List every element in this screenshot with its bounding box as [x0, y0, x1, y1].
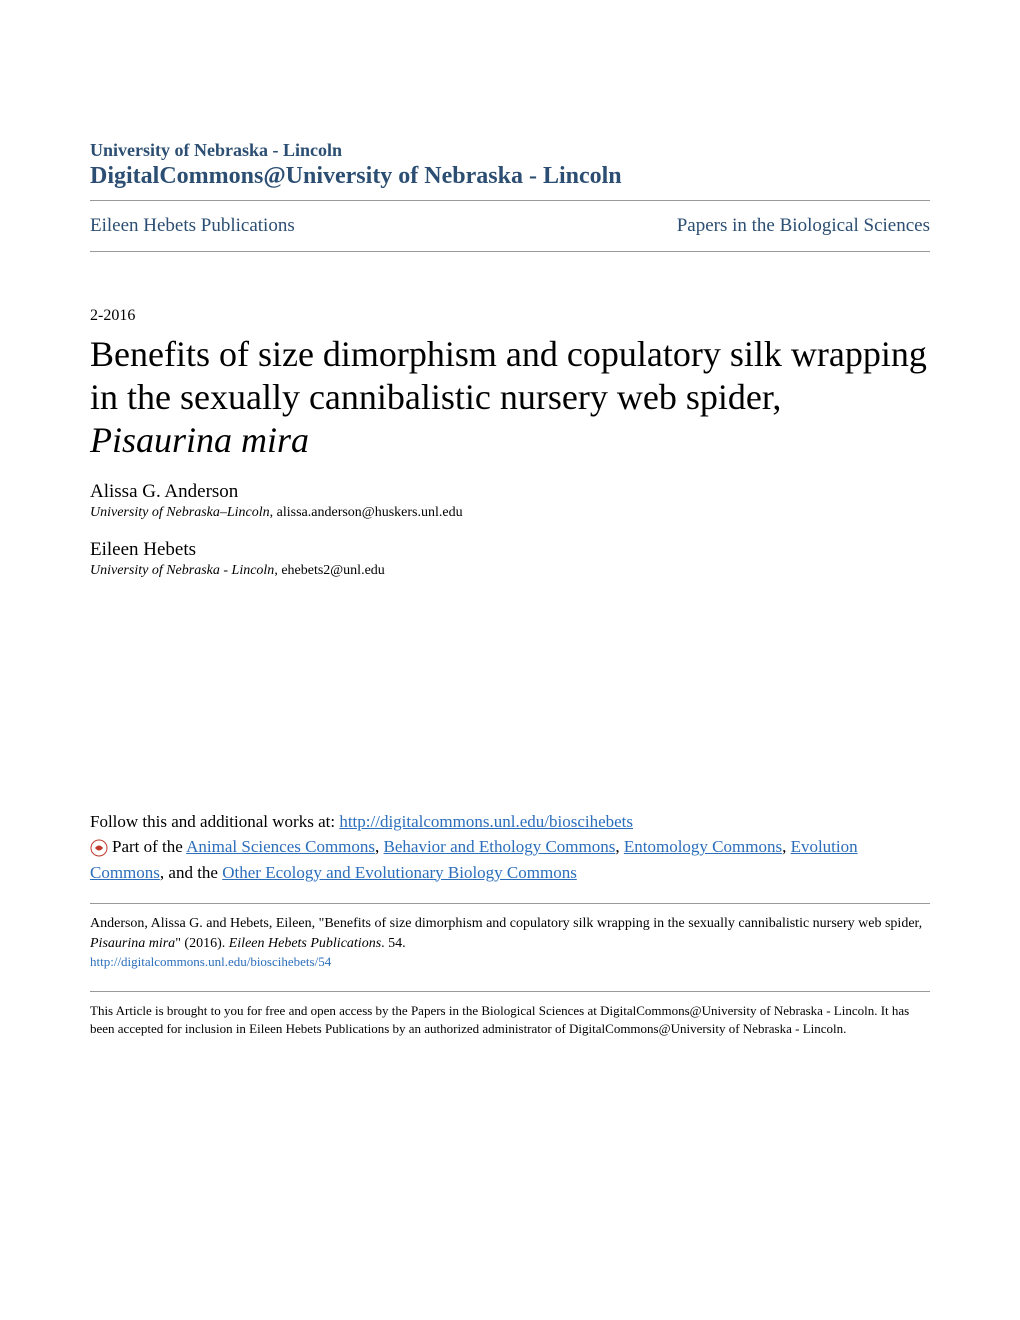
- community-link[interactable]: Papers in the Biological Sciences: [677, 215, 930, 237]
- part-of-prefix: Part of the: [112, 837, 186, 856]
- commons-link[interactable]: Animal Sciences Commons: [186, 837, 375, 856]
- follow-section: Follow this and additional works at: htt…: [90, 809, 930, 886]
- citation-publication: Eileen Hebets Publications: [229, 936, 381, 951]
- author-affiliation-line: University of Nebraska - Lincoln, ehebet…: [90, 561, 930, 579]
- citation-text: " (2016).: [175, 936, 229, 951]
- citation-species: Pisaurina mira: [90, 936, 175, 951]
- footer-note: This Article is brought to you for free …: [90, 991, 930, 1038]
- commons-link[interactable]: Entomology Commons: [624, 837, 782, 856]
- article-title: Benefits of size dimorphism and copulato…: [90, 333, 930, 463]
- author-affiliation: University of Nebraska–Lincoln: [90, 505, 270, 520]
- author-affiliation-line: University of Nebraska–Lincoln, alissa.a…: [90, 503, 930, 521]
- and-the-text: , and the: [160, 863, 222, 882]
- divider: [90, 251, 930, 252]
- follow-line: Follow this and additional works at: htt…: [90, 809, 930, 835]
- citation-text: Anderson, Alissa G. and Hebets, Eileen, …: [90, 916, 922, 931]
- institution-name: University of Nebraska - Lincoln: [90, 140, 930, 161]
- follow-prefix: Follow this and additional works at:: [90, 812, 339, 831]
- divider: [90, 200, 930, 201]
- author-affiliation: University of Nebraska - Lincoln: [90, 563, 274, 578]
- collection-url-link[interactable]: http://digitalcommons.unl.edu/bioscihebe…: [339, 812, 633, 831]
- publication-date: 2-2016: [90, 307, 930, 325]
- author-name: Eileen Hebets: [90, 539, 930, 561]
- citation-url-link[interactable]: http://digitalcommons.unl.edu/bioscihebe…: [90, 954, 331, 969]
- author-block: Eileen Hebets University of Nebraska - L…: [90, 539, 930, 579]
- title-species: Pisaurina mira: [90, 420, 309, 460]
- citation-block: Anderson, Alissa G. and Hebets, Eileen, …: [90, 903, 930, 973]
- author-email: , ehebets2@unl.edu: [274, 563, 384, 578]
- title-text: Benefits of size dimorphism and copulato…: [90, 334, 927, 417]
- citation-text: . 54.: [381, 936, 406, 951]
- author-email: , alissa.anderson@huskers.unl.edu: [270, 505, 463, 520]
- commons-link[interactable]: Other Ecology and Evolutionary Biology C…: [222, 863, 577, 882]
- collection-link[interactable]: Eileen Hebets Publications: [90, 215, 295, 237]
- commons-link[interactable]: Behavior and Ethology Commons: [384, 837, 616, 856]
- commons-line: Part of the Animal Sciences Commons, Beh…: [90, 834, 930, 885]
- breadcrumb-nav: Eileen Hebets Publications Papers in the…: [90, 215, 930, 237]
- network-icon: [90, 839, 108, 857]
- repository-name[interactable]: DigitalCommons@University of Nebraska - …: [90, 163, 930, 190]
- author-name: Alissa G. Anderson: [90, 481, 930, 503]
- author-block: Alissa G. Anderson University of Nebrask…: [90, 481, 930, 521]
